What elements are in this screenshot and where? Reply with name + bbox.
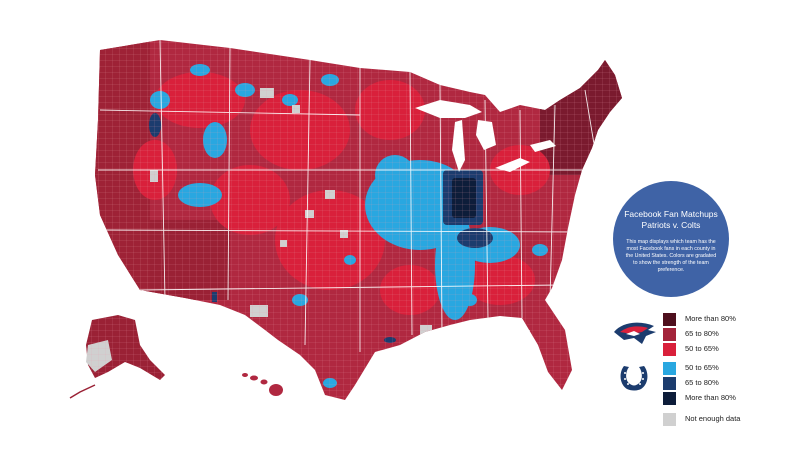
legend-label: Not enough data [685, 414, 741, 423]
legend-swatch [663, 413, 676, 426]
legend-label: More than 80% [685, 314, 736, 323]
colts-horseshoe-icon [620, 366, 648, 391]
hawaii [242, 373, 283, 396]
legend-swatch [663, 313, 676, 326]
contiguous-us [95, 40, 622, 400]
state-borders [98, 40, 610, 352]
info-circle: Facebook Fan Matchups Patriots v. Colts … [613, 181, 729, 297]
info-title: Facebook Fan Matchups Patriots v. Colts [621, 209, 721, 231]
legend-label: 50 to 65% [685, 344, 719, 353]
legend-swatch [663, 392, 676, 405]
legend-swatch [663, 328, 676, 341]
info-title-line1: Facebook Fan Matchups [624, 209, 718, 219]
legend-label: 65 to 80% [685, 329, 719, 338]
legend-swatch [663, 377, 676, 390]
great-lakes [415, 100, 556, 172]
legend-label: More than 80% [685, 393, 736, 402]
legend-label: 65 to 80% [685, 378, 719, 387]
legend-swatch [663, 362, 676, 375]
info-description: This map displays which team has the mos… [625, 239, 717, 273]
patriots-logo-icon [614, 322, 656, 344]
alaska [69, 315, 165, 399]
legend-swatch [663, 343, 676, 356]
info-title-line2: Patriots v. Colts [641, 220, 701, 230]
legend-label: 50 to 65% [685, 363, 719, 372]
